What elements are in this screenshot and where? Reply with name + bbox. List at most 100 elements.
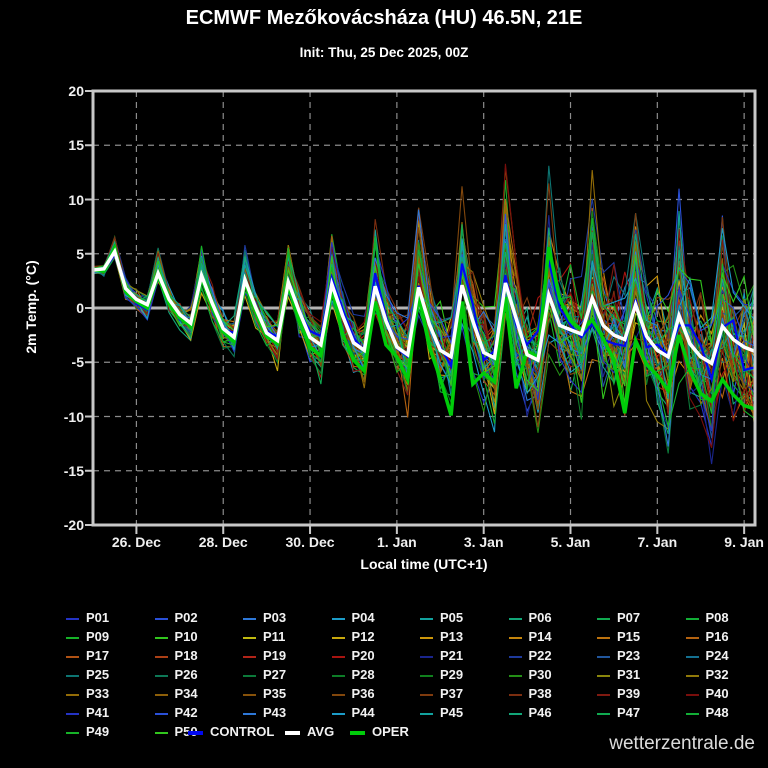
x-tick-label: 5. Jan — [550, 534, 591, 550]
legend-swatch — [66, 636, 79, 639]
legend-swatch — [420, 617, 433, 620]
legend-label: AVG — [307, 724, 335, 739]
legend-label: P45 — [440, 705, 464, 720]
legend-item-p43: P43 — [243, 705, 286, 721]
legend-label: P07 — [617, 610, 641, 625]
legend-swatch — [188, 730, 203, 735]
legend-swatch — [420, 712, 433, 715]
legend-item-p20: P20 — [331, 648, 375, 664]
legend-item-p16: P16 — [685, 629, 729, 645]
data-lines — [93, 163, 755, 465]
legend-label: P17 — [86, 648, 110, 663]
legend-item-p30: P30 — [508, 667, 552, 683]
legend-swatch — [285, 730, 300, 735]
legend-label: P46 — [528, 705, 552, 720]
legend-swatch — [508, 636, 522, 639]
legend-label: P27 — [263, 667, 287, 682]
x-tick-label: 1. Jan — [377, 534, 417, 550]
legend-item-p29: P29 — [420, 667, 463, 683]
legend-label: P37 — [440, 686, 464, 701]
legend-label: P22 — [528, 648, 552, 663]
legend-label: P42 — [174, 705, 198, 720]
legend-label: P13 — [440, 629, 464, 644]
y-tick-label: -5 — [71, 354, 84, 371]
legend-label: P18 — [174, 648, 198, 663]
legend-swatch — [420, 636, 433, 639]
legend-label: P06 — [528, 610, 552, 625]
legend-swatch — [66, 731, 79, 734]
legend-label: P15 — [617, 629, 641, 644]
legend-item-p33: P33 — [66, 686, 109, 702]
legend-item-p11: P11 — [243, 629, 285, 645]
legend-item-p31: P31 — [597, 667, 640, 683]
legend-item-p47: P47 — [597, 705, 640, 721]
x-tick-label: 26. Dec — [111, 534, 161, 550]
legend-item-p23: P23 — [597, 648, 640, 664]
legend-label: P21 — [440, 648, 464, 663]
legend-item-p22: P22 — [508, 648, 552, 664]
legend-swatch — [685, 693, 699, 696]
x-tick-label: 7. Jan — [637, 534, 678, 550]
legend-swatch — [597, 655, 610, 658]
legend-label: P05 — [440, 610, 464, 625]
legend-swatch — [243, 655, 256, 658]
legend-item-p09: P09 — [66, 629, 109, 645]
legend-label: P29 — [440, 667, 464, 682]
legend-swatch — [685, 636, 699, 639]
legend-item-p37: P37 — [420, 686, 463, 702]
legend-swatch — [420, 655, 433, 658]
legend-label: P50 — [174, 724, 198, 739]
legend-item-p08: P08 — [685, 610, 729, 626]
legend-item-p46: P46 — [508, 705, 552, 721]
legend-item-p17: P17 — [66, 648, 109, 664]
legend-label: P10 — [174, 629, 198, 644]
legend-swatch — [331, 636, 345, 639]
legend-swatch — [685, 712, 699, 715]
legend-item-p13: P13 — [420, 629, 463, 645]
legend-label: P26 — [174, 667, 198, 682]
legend-swatch — [420, 693, 433, 696]
legend-label: P44 — [351, 705, 375, 720]
legend-label: P30 — [528, 667, 552, 682]
legend-item-p15: P15 — [597, 629, 640, 645]
legend-label: P14 — [528, 629, 552, 644]
legend-label: P11 — [263, 629, 286, 644]
y-tick-label: -10 — [63, 408, 84, 425]
legend-item-p50: P50 — [154, 724, 198, 740]
legend-label: P25 — [86, 667, 110, 682]
x-tick-label: 30. Dec — [285, 534, 335, 550]
legend-item-p14: P14 — [508, 629, 552, 645]
legend-item-p44: P44 — [331, 705, 375, 721]
legend-swatch — [597, 693, 610, 696]
legend-swatch — [597, 712, 610, 715]
legend-label: P24 — [705, 648, 729, 663]
y-tick-label: 20 — [68, 83, 84, 99]
legend-label: P49 — [86, 724, 110, 739]
legend-item-oper: OPER — [350, 724, 409, 740]
legend-label: P35 — [263, 686, 287, 701]
legend-item-control: CONTROL — [188, 724, 274, 740]
legend-label: P04 — [351, 610, 375, 625]
legend-item-p40: P40 — [685, 686, 729, 702]
legend-item-p19: P19 — [243, 648, 286, 664]
legend-label: P03 — [263, 610, 287, 625]
legend-swatch — [66, 617, 79, 620]
legend-swatch — [508, 674, 522, 677]
legend-swatch — [66, 655, 79, 658]
legend-item-p18: P18 — [154, 648, 198, 664]
legend-label: P20 — [351, 648, 375, 663]
legend-swatch — [154, 636, 168, 639]
init-subtitle: Init: Thu, 25 Dec 2025, 00Z — [299, 45, 469, 60]
legend-item-p07: P07 — [597, 610, 640, 626]
legend-label: P39 — [617, 686, 641, 701]
legend-swatch — [154, 617, 168, 620]
legend-swatch — [66, 693, 79, 696]
legend-item-p10: P10 — [154, 629, 198, 645]
legend-label: P48 — [705, 705, 729, 720]
legend-label: P01 — [86, 610, 110, 625]
legend-swatch — [243, 712, 256, 715]
legend-label: CONTROL — [210, 724, 275, 739]
legend-swatch — [508, 655, 522, 658]
legend-item-p06: P06 — [508, 610, 552, 626]
legend-label: P28 — [351, 667, 375, 682]
